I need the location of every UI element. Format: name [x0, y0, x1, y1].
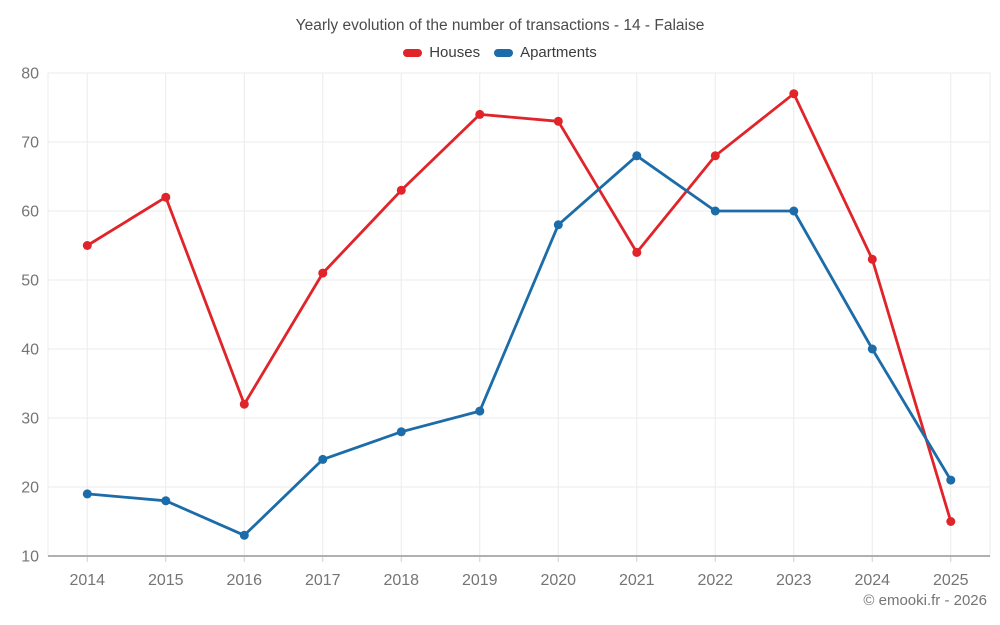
copyright-text: © emooki.fr - 2026: [863, 592, 987, 609]
y-axis-label: 10: [21, 549, 39, 566]
x-axis-label: 2023: [776, 572, 812, 589]
data-point-houses-2020[interactable]: [553, 116, 563, 126]
legend-item-houses[interactable]: Houses: [403, 44, 480, 61]
y-axis-label: 20: [21, 480, 39, 497]
x-axis-label: 2022: [697, 572, 733, 589]
legend-swatch-houses: [403, 48, 423, 57]
data-point-houses-2015[interactable]: [161, 192, 171, 202]
legend-item-apartments[interactable]: Apartments: [494, 44, 597, 61]
x-axis-label: 2018: [383, 572, 419, 589]
y-axis-label: 80: [21, 66, 39, 83]
data-point-apartments-2025[interactable]: [946, 475, 956, 485]
x-axis-label: 2016: [226, 572, 262, 589]
x-axis-label: 2024: [854, 572, 890, 589]
y-axis-label: 50: [21, 273, 39, 290]
x-axis-label: 2020: [540, 572, 576, 589]
data-point-apartments-2024[interactable]: [867, 344, 877, 354]
data-point-apartments-2022[interactable]: [710, 206, 720, 216]
data-point-houses-2022[interactable]: [710, 151, 720, 161]
data-point-houses-2025[interactable]: [946, 517, 956, 526]
x-axis-label: 2015: [148, 572, 184, 589]
y-axis-label: 70: [21, 135, 39, 152]
x-axis-label: 2019: [462, 572, 498, 589]
y-axis-label: 40: [21, 342, 39, 359]
y-axis-label: 30: [21, 411, 39, 428]
series-line-houses: [85, 92, 953, 523]
data-point-apartments-2015[interactable]: [161, 496, 171, 506]
data-point-apartments-2016[interactable]: [239, 530, 249, 540]
x-axis-label: 2014: [69, 572, 105, 589]
data-point-apartments-2021[interactable]: [632, 151, 642, 161]
data-point-houses-2018[interactable]: [396, 185, 406, 195]
data-point-apartments-2023[interactable]: [789, 206, 799, 216]
data-point-houses-2019[interactable]: [475, 109, 485, 119]
data-point-apartments-2020[interactable]: [553, 220, 563, 230]
data-point-houses-2014[interactable]: [82, 241, 92, 250]
data-point-houses-2024[interactable]: [867, 254, 877, 264]
data-point-apartments-2019[interactable]: [475, 406, 485, 416]
data-point-houses-2023[interactable]: [789, 89, 799, 99]
data-point-apartments-2014[interactable]: [82, 489, 92, 499]
data-point-houses-2021[interactable]: [632, 247, 642, 257]
chart-title: Yearly evolution of the number of transa…: [295, 17, 705, 34]
data-point-apartments-2017[interactable]: [318, 454, 328, 464]
legend: Houses Apartments: [0, 44, 1000, 61]
series-line-apartments: [85, 154, 953, 537]
legend-label-houses: Houses: [429, 44, 481, 61]
data-point-houses-2016[interactable]: [239, 399, 249, 409]
x-axis-label: 2021: [619, 572, 655, 589]
legend-swatch-apartments: [494, 48, 514, 57]
y-axis-label: 60: [21, 204, 39, 221]
x-axis-label: 2017: [305, 572, 341, 589]
x-axis-label: 2025: [933, 572, 969, 589]
data-point-houses-2017[interactable]: [318, 268, 328, 278]
legend-label-apartments: Apartments: [520, 44, 597, 61]
data-point-apartments-2018[interactable]: [396, 427, 406, 437]
